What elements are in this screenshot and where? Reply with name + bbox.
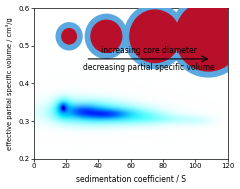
Text: decreasing partial specific volume: decreasing partial specific volume [83,63,214,72]
Y-axis label: effective partial specific volume / cm³/g: effective partial specific volume / cm³/… [6,17,12,150]
Ellipse shape [56,23,82,50]
X-axis label: sedimentation coefficient / S: sedimentation coefficient / S [76,174,186,184]
Ellipse shape [91,20,122,52]
Text: increasing core diameter: increasing core diameter [101,46,196,55]
Ellipse shape [62,29,76,44]
Ellipse shape [175,2,240,71]
Ellipse shape [124,4,186,68]
Ellipse shape [85,14,127,58]
Ellipse shape [169,0,240,77]
Ellipse shape [130,10,180,63]
